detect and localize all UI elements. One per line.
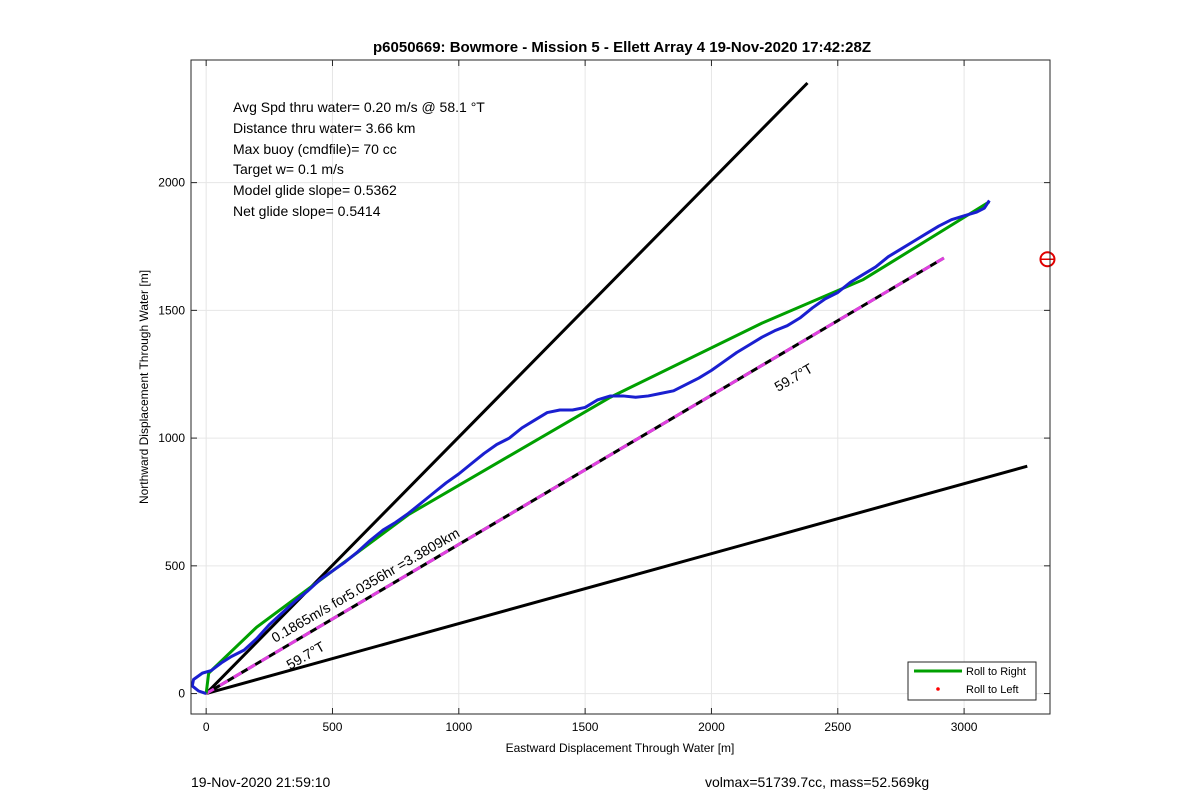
y-tick-label: 2000 <box>158 176 185 190</box>
y-axis-label: Northward Displacement Through Water [m] <box>137 270 151 504</box>
legend-roll-right-label: Roll to Right <box>966 666 1026 678</box>
ref-line-heading-59.7T <box>205 256 945 695</box>
glider-track <box>190 199 991 695</box>
series-roll-to-right <box>204 200 991 694</box>
x-tick-label: 1500 <box>572 720 599 734</box>
axis-ticks: 0 500 1000 1500 2000 2500 3000 0 500 1000 1500 2000 <box>158 60 1050 734</box>
grid <box>191 60 1050 714</box>
stat-target-w: Target w= 0.1 m/s <box>233 161 344 177</box>
x-tick-label: 1000 <box>445 720 472 734</box>
y-tick-label: 1000 <box>158 431 185 445</box>
legend-roll-left-label: Roll to Left <box>966 684 1019 696</box>
legend: Roll to Right Roll to Left <box>907 661 1037 701</box>
x-tick-label: 2000 <box>698 720 725 734</box>
x-tick-label: 500 <box>322 720 342 734</box>
x-tick-label: 2500 <box>824 720 851 734</box>
stat-distance: Distance thru water= 3.66 km <box>233 120 415 136</box>
legend-roll-left-swatch <box>936 687 940 691</box>
chart-title: p6050669: Bowmore - Mission 5 - Ellett A… <box>373 39 871 56</box>
stats-box: Avg Spd thru water= 0.20 m/s @ 58.1 °T D… <box>233 99 485 219</box>
x-axis-label: Eastward Displacement Through Water [m] <box>506 741 735 755</box>
stat-model-glide: Model glide slope= 0.5362 <box>233 182 397 198</box>
axes-frame <box>190 59 1051 715</box>
x-tick-label: 0 <box>203 720 210 734</box>
ref-line-lower-bound <box>205 464 1028 696</box>
legend-box <box>907 661 1037 701</box>
y-tick-label: 1500 <box>158 303 185 317</box>
heading-label-upper: 59.7°T <box>772 360 816 395</box>
stat-net-glide: Net glide slope= 0.5414 <box>233 203 381 219</box>
footer-volume-mass: volmax=51739.7cc, mass=52.569kg <box>705 774 930 790</box>
stat-max-buoy: Max buoy (cmdfile)= 70 cc <box>233 141 397 157</box>
plot-lines <box>190 81 1056 696</box>
track-summary-label: 0.1865m/s for5.0356hr =3.3809km <box>269 525 463 646</box>
y-tick-label: 0 <box>178 687 185 701</box>
y-tick-label: 500 <box>165 559 185 573</box>
footer-timestamp: 19-Nov-2020 21:59:10 <box>191 774 331 790</box>
stat-avg-speed: Avg Spd thru water= 0.20 m/s @ 58.1 °T <box>233 99 485 115</box>
x-tick-label: 3000 <box>951 720 978 734</box>
